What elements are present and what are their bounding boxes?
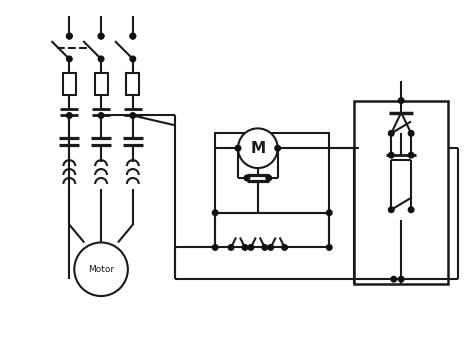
Circle shape: [248, 245, 254, 250]
Circle shape: [389, 152, 394, 158]
Circle shape: [327, 210, 332, 215]
Circle shape: [399, 98, 404, 103]
Circle shape: [98, 56, 104, 62]
Circle shape: [408, 131, 414, 136]
Text: Motor: Motor: [88, 265, 114, 274]
Bar: [215, 133, 329, 213]
Circle shape: [98, 113, 104, 118]
Circle shape: [130, 33, 136, 39]
Circle shape: [235, 145, 241, 151]
Circle shape: [130, 33, 136, 39]
Circle shape: [98, 33, 104, 39]
Bar: [354, 101, 448, 284]
Circle shape: [66, 113, 72, 118]
Circle shape: [242, 245, 248, 250]
Circle shape: [244, 175, 250, 181]
Circle shape: [399, 276, 404, 282]
Circle shape: [275, 145, 281, 151]
Circle shape: [66, 33, 72, 39]
Text: M: M: [250, 141, 265, 156]
Circle shape: [98, 33, 104, 39]
Circle shape: [282, 245, 287, 250]
Circle shape: [130, 56, 136, 62]
Circle shape: [327, 245, 332, 250]
Circle shape: [212, 245, 218, 250]
Circle shape: [391, 276, 397, 282]
Bar: [95, 73, 108, 95]
Circle shape: [228, 245, 234, 250]
Circle shape: [66, 33, 72, 39]
Circle shape: [268, 245, 273, 250]
Bar: [63, 73, 76, 95]
Circle shape: [408, 152, 414, 158]
Circle shape: [389, 131, 394, 136]
Circle shape: [266, 175, 272, 181]
Circle shape: [66, 56, 72, 62]
Circle shape: [212, 210, 218, 215]
Circle shape: [262, 245, 267, 250]
Bar: [127, 73, 139, 95]
Circle shape: [408, 207, 414, 213]
Circle shape: [74, 243, 128, 296]
Circle shape: [130, 113, 136, 118]
Circle shape: [389, 207, 394, 213]
Circle shape: [238, 128, 278, 168]
